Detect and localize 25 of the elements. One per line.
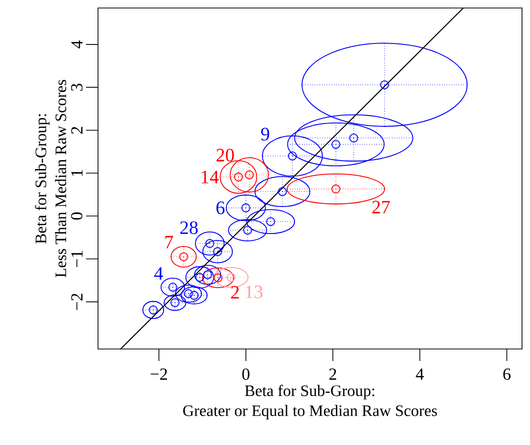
annotation: 9 [261, 128, 270, 141]
annotation: 13 [246, 286, 262, 298]
x-axis-title: Beta for Sub-Group: Greater or Equal to Median Raw Scores [183, 384, 437, 420]
y-tick-label: 0 [71, 212, 82, 220]
annotation: 2 [231, 286, 239, 298]
x-tick-label: 0 [242, 368, 250, 380]
y-tick-label: −2 [71, 294, 82, 310]
point [164, 294, 186, 311]
y-tick-label: 2 [71, 126, 82, 134]
annotation: 4 [154, 267, 164, 280]
annotation: 7 [165, 236, 174, 248]
annotation: 20 [216, 148, 234, 162]
annotation: 27 [372, 200, 390, 214]
x-tick-label: −2 [150, 368, 167, 380]
y-tick-label: −1 [71, 250, 82, 268]
y-tick-label: 4 [71, 40, 82, 48]
annotation: 6 [216, 202, 225, 214]
y-tick-label: 1 [71, 170, 82, 176]
y-axis-title: Beta for Sub-Group: Less Than Median Raw Scores [34, 80, 66, 278]
x-tick-label: 2 [329, 368, 336, 380]
x-tick-label: 6 [503, 368, 511, 380]
y-tick-label: 3 [71, 84, 82, 91]
annotation: 14 [202, 170, 219, 184]
x-tick-label: 4 [416, 368, 424, 380]
annotation: 28 [180, 221, 198, 234]
